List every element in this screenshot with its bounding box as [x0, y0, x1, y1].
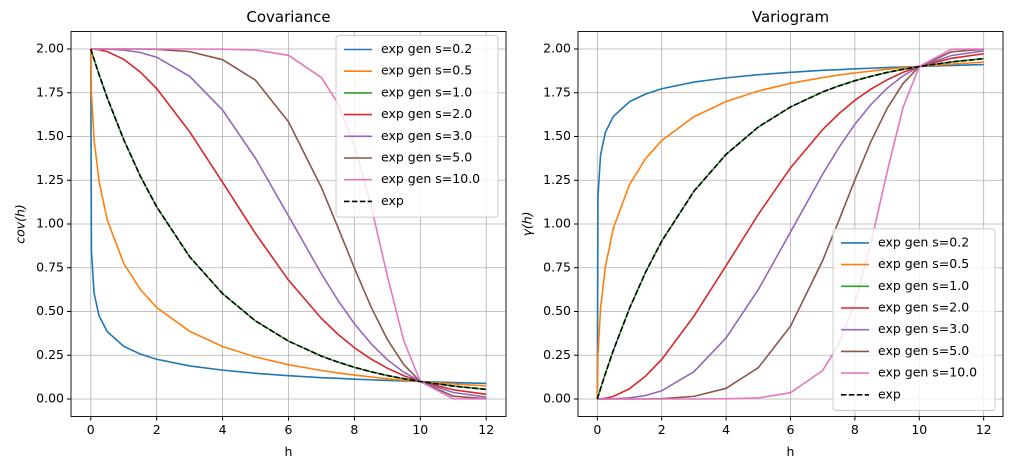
- x-tick-label: 8: [350, 422, 358, 437]
- legend-label: exp gen s=3.0: [878, 321, 969, 336]
- legend: exp gen s=0.2 exp gen s=0.5 exp gen s=1.0 e…: [832, 228, 996, 411]
- axes-frame: [577, 31, 1004, 417]
- series-line: [596, 57, 984, 400]
- x-axis-label: h: [285, 444, 293, 459]
- chart-title: Variogram: [752, 8, 829, 26]
- series-line: [90, 48, 487, 400]
- x-tick-label: 10: [412, 422, 428, 437]
- y-tick-label: 0.25: [36, 347, 64, 362]
- y-tick-label: 1.75: [543, 84, 571, 99]
- legend-box: [832, 228, 996, 411]
- legend-label: exp gen s=0.5: [878, 256, 969, 271]
- y-tick-label: 2.00: [36, 41, 64, 56]
- legend-label: exp gen s=2.0: [381, 106, 472, 121]
- axes: 0 2 4 6 8 10 12 0.00 0.25 0.50 0.75 1.00 1.25 1.50 1.7…: [520, 8, 1004, 459]
- y-tick-label: 1.00: [36, 216, 64, 231]
- series-line: [596, 61, 984, 400]
- legend-label: exp gen s=5.0: [381, 150, 472, 165]
- legend-label: exp gen s=0.2: [878, 234, 969, 249]
- series-line: [90, 48, 487, 391]
- y-tick-label: 2.00: [543, 41, 571, 56]
- x-tick-label: 4: [722, 422, 730, 437]
- legend-label: exp gen s=0.2: [381, 41, 472, 56]
- axes: 0 2 4 6 8 10 12 0.00 0.25 0.50 0.75 1.00 1.25 1.50 1.7…: [13, 8, 507, 459]
- legend-label: exp gen s=2.0: [878, 300, 969, 315]
- legend-label: exp: [381, 193, 404, 208]
- x-tick-label: 6: [285, 422, 293, 437]
- y-tick-label: 0.25: [543, 347, 571, 362]
- series-line: [90, 48, 487, 396]
- legend-label: exp gen s=3.0: [381, 128, 472, 143]
- y-tick-label: 0.00: [36, 391, 64, 406]
- x-axis-label: h: [787, 444, 795, 459]
- x-tick-label: 2: [658, 422, 666, 437]
- legend-label: exp gen s=10.0: [381, 171, 480, 186]
- series-line: [89, 48, 487, 387]
- legend: exp gen s=0.2 exp gen s=0.5 exp gen s=1.0 e…: [335, 35, 499, 218]
- chart-title: Covariance: [246, 8, 330, 26]
- legend-label: exp gen s=10.0: [878, 365, 977, 380]
- legend-box: [335, 35, 499, 218]
- legend-label: exp gen s=0.5: [381, 63, 472, 78]
- x-tick-label: 0: [87, 422, 95, 437]
- y-tick-label: 0.00: [543, 391, 571, 406]
- x-tick-label: 12: [478, 422, 494, 437]
- legend-label: exp gen s=1.0: [878, 278, 969, 293]
- x-tick-label: 2: [153, 422, 161, 437]
- x-tick-label: 12: [976, 422, 992, 437]
- y-tick-label: 1.50: [36, 128, 64, 143]
- axes-frame: [70, 31, 507, 417]
- y-axis-label: γ(h): [520, 211, 535, 236]
- y-tick-label: 0.50: [36, 303, 64, 318]
- series-line: [597, 48, 984, 400]
- y-tick-label: 0.75: [543, 259, 571, 274]
- y-tick-label: 0.50: [543, 303, 571, 318]
- x-tick-label: 0: [593, 422, 601, 437]
- legend-label: exp gen s=1.0: [381, 84, 472, 99]
- y-tick-label: 1.00: [543, 216, 571, 231]
- x-tick-label: 4: [219, 422, 227, 437]
- x-tick-label: 8: [851, 422, 859, 437]
- y-axis-label: cov(h): [13, 204, 28, 244]
- series-line: [596, 63, 984, 400]
- y-tick-label: 0.75: [36, 259, 64, 274]
- series-line: [597, 52, 984, 400]
- y-tick-label: 1.25: [36, 172, 64, 187]
- x-tick-label: 6: [787, 422, 795, 437]
- legend-label: exp gen s=5.0: [878, 343, 969, 358]
- y-tick-label: 1.50: [543, 128, 571, 143]
- y-tick-label: 1.25: [543, 172, 571, 187]
- legend-label: exp: [878, 386, 901, 401]
- y-tick-label: 1.75: [36, 84, 64, 99]
- series-line: [89, 48, 487, 385]
- x-tick-label: 10: [911, 422, 927, 437]
